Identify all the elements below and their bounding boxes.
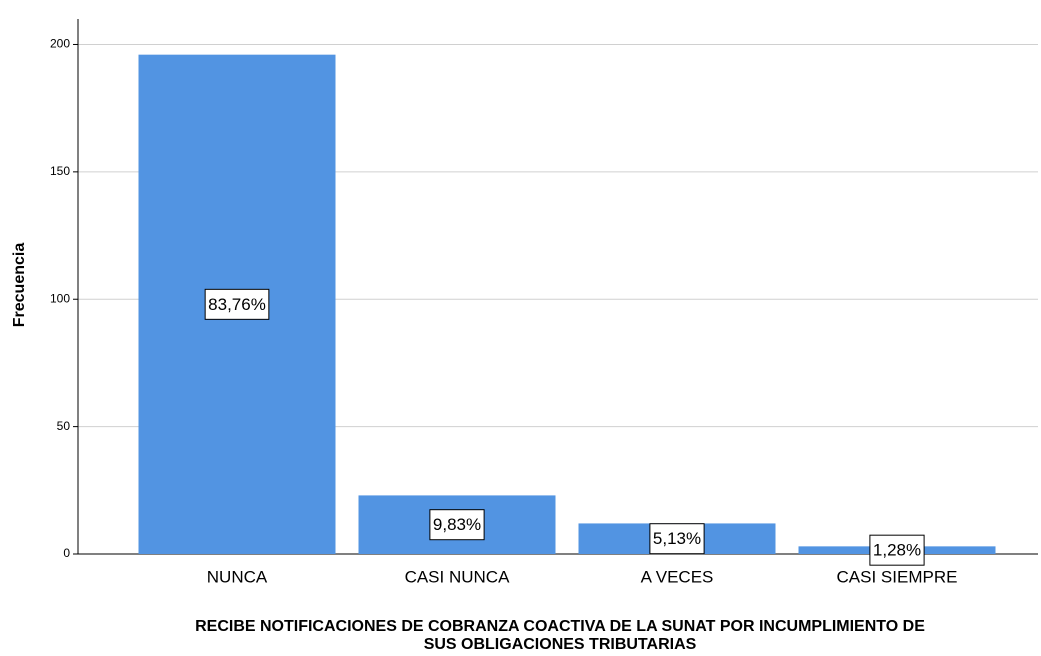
x-axis-label: SUS OBLIGACIONES TRIBUTARIAS xyxy=(424,636,697,653)
data-label-box xyxy=(429,509,485,541)
y-tick-label: 150 xyxy=(50,164,70,178)
y-axis-label: Frecuencia xyxy=(11,243,28,328)
x-tick-label: CASI NUNCA xyxy=(405,567,511,586)
data-label: 5,13% xyxy=(653,529,701,548)
data-label: 9,83% xyxy=(433,515,481,534)
data-label: 1,28% xyxy=(873,541,921,560)
x-tick-label: NUNCA xyxy=(207,567,268,586)
y-tick-label: 200 xyxy=(50,37,70,51)
y-tick-label: 0 xyxy=(63,546,70,560)
x-axis-label: RECIBE NOTIFICACIONES DE COBRANZA COACTI… xyxy=(195,618,925,635)
y-tick-label: 100 xyxy=(50,291,70,305)
x-tick-label: CASI SIEMPRE xyxy=(837,567,958,586)
data-label-box xyxy=(869,534,925,566)
data-label: 83,76% xyxy=(208,295,266,314)
y-tick-label: 50 xyxy=(57,419,71,433)
x-tick-label: A VECES xyxy=(641,567,714,586)
data-label-box xyxy=(649,523,705,555)
data-label-box xyxy=(204,288,270,320)
